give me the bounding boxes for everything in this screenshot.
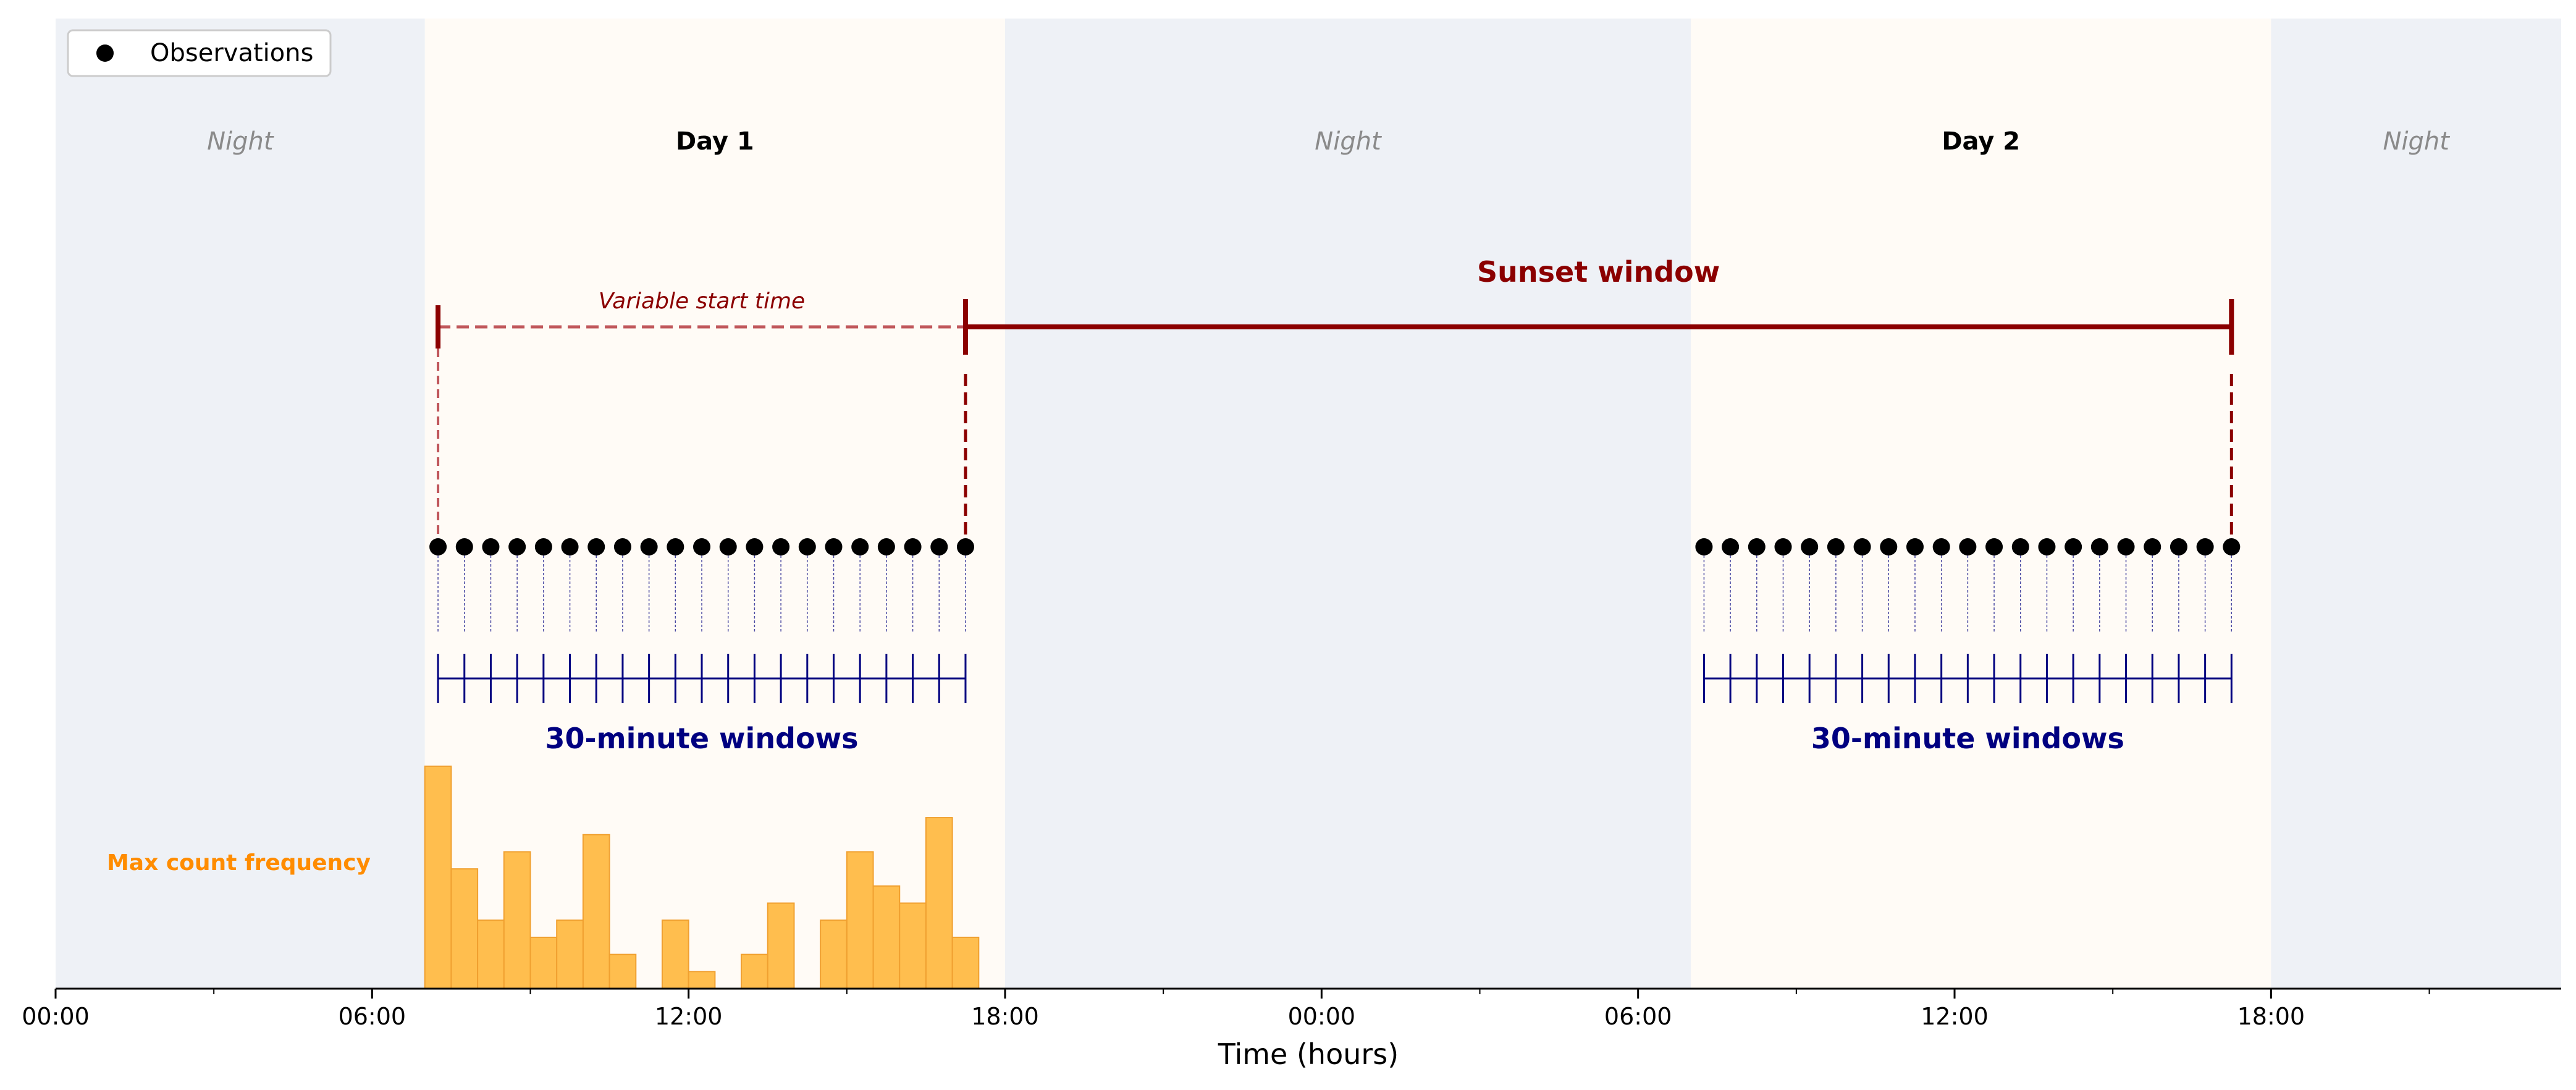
histogram-bar [767,902,795,989]
histogram-bar [899,902,927,989]
sunset-window-group: Variable start time Sunset window [436,255,2234,547]
histogram-bar [951,936,980,990]
period-labels: Night Day 1 Night Day 2 Night [207,127,2450,156]
observation-point [2170,538,2187,556]
observation-point [2038,538,2056,556]
observation-markers [429,538,2241,556]
legend-observations-label: Observations [150,39,313,67]
observation-point [1774,538,1792,556]
histogram-bar [582,834,610,990]
windows-label: 30-minute windows [545,722,859,755]
thirty-minute-windows: 30-minute windows 30-minute windows [437,654,2233,755]
period-band-night [1005,19,1691,989]
histogram-bar [477,919,505,989]
observation-point [1880,538,1898,556]
observation-point [1853,538,1871,556]
histogram-bar [424,766,452,989]
observation-point [2117,538,2135,556]
observation-point [640,538,658,556]
histogram-bar [556,919,584,989]
period-label: Night [2383,127,2450,156]
x-tick-label: 18:00 [971,1003,1039,1030]
period-label: Night [207,127,274,156]
observation-point [2065,538,2082,556]
period-band-night [56,19,425,989]
period-band-day [1691,19,2271,989]
histogram-bar [741,953,768,989]
period-band-day [424,19,1006,989]
observation-point [772,538,790,556]
histogram-bar [529,936,558,990]
x-tick-label: 00:00 [22,1003,90,1030]
histogram-bar [846,851,874,990]
period-label: Day 2 [1942,127,2020,156]
max-count-histogram [424,766,980,990]
x-tick-label: 06:00 [1604,1003,1672,1030]
observation-point [587,538,605,556]
period-bands [56,19,2561,989]
observation-point [534,538,552,556]
observation-point [2090,538,2108,556]
observation-point [2144,538,2161,556]
period-label: Night [1315,127,1382,156]
x-axis: 00:00 06:00 12:00 18:00 00:00 06:00 12:00 18:00 [22,987,2561,1030]
observation-point [2223,538,2241,556]
observation-point [1695,538,1713,556]
observation-point [956,538,974,556]
observation-point [1985,538,2003,556]
variable-start-label: Variable start time [599,289,805,314]
legend-observation-marker [96,44,114,62]
observation-point [851,538,869,556]
histogram-bar [661,919,689,989]
period-label: Day 1 [676,127,754,156]
legend: Observations [67,29,332,77]
x-tick-label: 12:00 [655,1003,723,1030]
x-tick-label: 06:00 [339,1003,406,1030]
observation-point [746,538,764,556]
observation-point [798,538,816,556]
x-axis-label: Time (hours) [1218,1037,1399,1071]
observation-point [930,538,948,556]
observation-point [429,538,447,556]
x-tick-label: 12:00 [1921,1003,1989,1030]
observation-point [667,538,684,556]
observation-guides [437,547,2233,632]
observation-point [1801,538,1819,556]
observation-point [1959,538,1977,556]
observation-point [719,538,737,556]
observation-point [825,538,843,556]
observation-point [508,538,526,556]
histogram-bar [925,817,953,989]
x-tick-label: 00:00 [1288,1003,1356,1030]
histogram-bar [820,919,848,989]
observation-point [1906,538,1924,556]
histogram-bar [688,971,716,990]
observation-point [1932,538,1950,556]
histogram-bar [503,851,531,990]
windows-label: 30-minute windows [1811,722,2124,755]
period-band-night [2271,19,2561,989]
observation-point [1722,538,1740,556]
observation-point [877,538,895,556]
sunset-window-label: Sunset window [1477,255,1720,289]
observation-point [482,538,500,556]
histogram-bar [872,885,901,990]
histogram-bar [450,868,479,989]
observation-point [693,538,711,556]
legend-box [67,29,332,77]
observation-point [613,538,631,556]
observation-point [1748,538,1766,556]
observation-point [561,538,579,556]
max-count-label-line1: Max count frequency [107,850,371,876]
histogram-bar [608,953,637,989]
observation-point [455,538,473,556]
observation-point [2196,538,2214,556]
x-tick-label: 18:00 [2237,1003,2305,1030]
observation-point [1827,538,1845,556]
observation-point [904,538,922,556]
observation-point [2011,538,2029,556]
